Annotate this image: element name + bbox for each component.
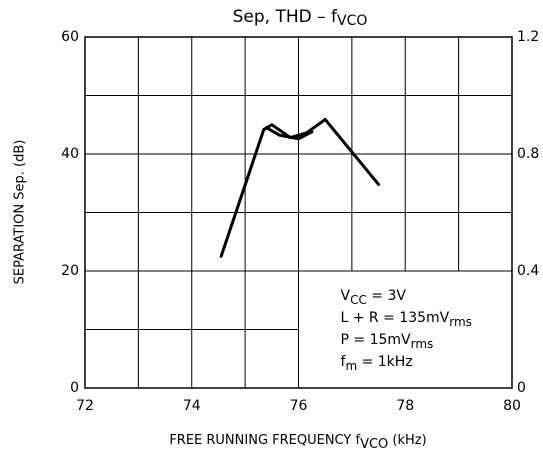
annotation-sub: CC: [350, 293, 367, 307]
annotation-rest: = 3V: [367, 288, 407, 304]
y2-tick-label: 0: [517, 380, 526, 396]
annotation: L + R = 135mVrms: [341, 310, 472, 329]
x-tick-label: 72: [76, 398, 94, 414]
annotation-text: V: [341, 288, 351, 304]
annotation: P = 15mVrms: [341, 332, 434, 351]
y2-tick-label: 0.8: [517, 146, 539, 162]
annotation-rest: = 1kHz: [357, 354, 413, 370]
x-axis-label: FREE RUNNING FREQUENCY fVCO (kHz): [169, 433, 426, 452]
x-tick-label: 78: [396, 398, 414, 414]
y2-tick-label: 1.2: [517, 29, 539, 45]
annotation: fm = 1kHz: [341, 354, 413, 373]
annotation-sub: rms: [449, 315, 472, 329]
annotation-sub: rms: [411, 337, 434, 351]
chart-title: Sep, THD – fVCO: [233, 7, 368, 29]
annotation-sub: m: [345, 359, 357, 373]
y-tick-label: 40: [61, 146, 79, 162]
x-tick-label: 80: [503, 398, 521, 414]
y-axis-label: SEPARATION Sep. (dB): [13, 140, 28, 285]
annotation-text: L + R = 135mV: [341, 310, 450, 326]
annotation-text: P = 15mV: [341, 332, 412, 348]
curve: [264, 126, 314, 141]
x-tick-label: 76: [290, 398, 308, 414]
annotation: VCC = 3V: [341, 288, 407, 307]
y-tick-label: 60: [61, 29, 79, 45]
x-tick-label: 74: [183, 398, 201, 414]
annotation-text: f: [341, 354, 347, 370]
y-tick-label: 20: [61, 263, 79, 279]
plot-frame: [84, 36, 513, 389]
y-tick-label: 0: [70, 380, 79, 396]
y2-tick-label: 0.4: [517, 263, 539, 279]
